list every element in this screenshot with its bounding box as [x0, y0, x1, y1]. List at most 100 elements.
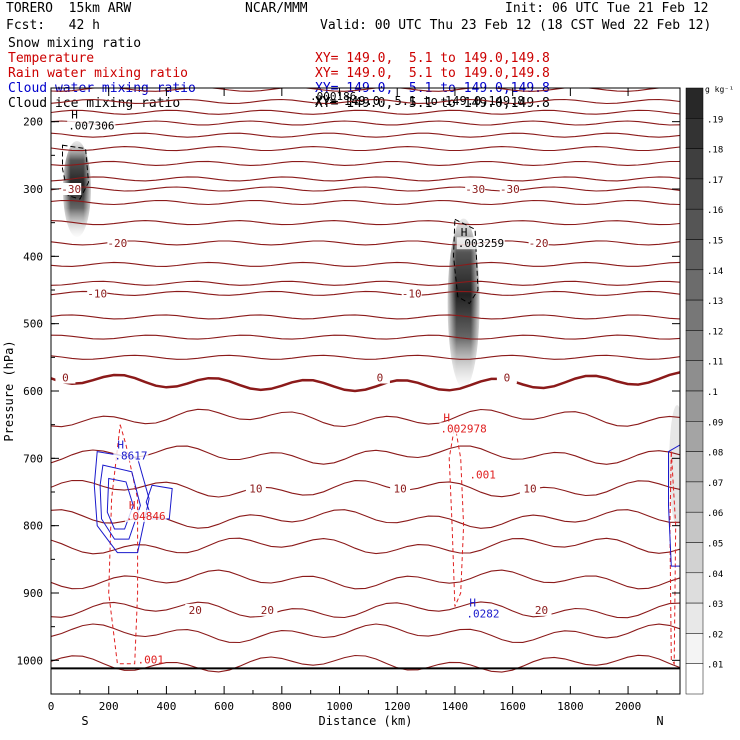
maximum-mark: H: [129, 499, 136, 512]
y-tick-label: 300: [23, 183, 43, 196]
isotherm: [51, 314, 680, 320]
isotherm: [51, 290, 680, 296]
colorbar-label: .07: [707, 479, 723, 489]
colorbar-cell: [685, 148, 704, 180]
legend-item: Snow mixing ratio: [8, 36, 142, 51]
header-org: NCAR/MMM: [245, 1, 308, 16]
legend-item: Temperature: [8, 51, 95, 66]
isotherm-label-bg: [61, 183, 82, 195]
x-tick-label: 1200: [384, 700, 411, 713]
colorbar-label: .12: [707, 327, 723, 337]
maximum-value: .8617: [114, 449, 147, 462]
colorbar-cell: [685, 269, 704, 301]
maximum-value: .003259: [458, 237, 504, 250]
colorbar-label: .1: [707, 388, 718, 398]
isotherm-label: 0: [377, 372, 384, 385]
maximum-mark: H: [443, 411, 450, 424]
isotherm-label: -10: [87, 287, 107, 300]
legend-xy: XY= 149.0, 5.1 to 149.0,149.8: [315, 51, 550, 66]
maximum-value: .007306: [68, 119, 114, 132]
maximum-value-bg: [67, 119, 116, 132]
colorbar-cell: [685, 178, 704, 210]
colorbar-cell: [685, 330, 704, 361]
colorbar-cell: [685, 390, 704, 422]
colorbar-cell: [685, 299, 704, 331]
isotherm-label: -30: [500, 183, 520, 196]
isotherm-label: 0: [504, 372, 511, 385]
colorbar-cell: [685, 208, 704, 240]
maximum-mark: H: [71, 108, 78, 121]
x-tick-label: 0: [48, 700, 55, 713]
colorbar-label: .08: [707, 449, 723, 459]
colorbar-cell: [685, 481, 704, 513]
isotherm: [51, 371, 680, 393]
maximum-value: .0282: [466, 608, 499, 621]
y-tick-label: 700: [23, 452, 43, 465]
snow-xy: XY= 149.0, 5.1 to 149.0,149.8: [315, 94, 525, 108]
colorbar-label: .04: [707, 570, 723, 580]
isotherm-label-bg: [465, 183, 486, 195]
maximum-mark: H: [469, 597, 476, 610]
ice-shading: [669, 405, 680, 526]
contour-value-label: .001: [138, 654, 165, 667]
isotherm-label: -20: [107, 237, 127, 250]
cloud-ice-contour: [62, 144, 90, 200]
colorbar-label: .13: [707, 297, 723, 307]
colorbar-label: .09: [707, 418, 723, 428]
colorbar-label: .16: [707, 206, 723, 216]
cloud-ice-contour: [452, 218, 479, 305]
isotherm-label: 10: [249, 483, 262, 496]
isotherm-label-bg: [390, 482, 411, 495]
isotherm: [51, 199, 680, 206]
isotherm-label-bg: [499, 183, 520, 195]
colorbar-cell: [685, 602, 704, 634]
isotherm: [51, 408, 680, 428]
x-tick-label: 400: [156, 700, 176, 713]
isotherm: [51, 354, 680, 360]
isotherm: [51, 569, 680, 590]
colorbar-cell: [685, 118, 704, 149]
rain-contour: [448, 424, 465, 607]
x-tick-label: 1000: [326, 700, 353, 713]
isotherm-label: 0: [62, 372, 69, 385]
isotherm: [51, 334, 680, 340]
isotherm: [51, 88, 680, 92]
isotherm-label: -30: [61, 183, 81, 196]
x-end-label-right: N: [656, 714, 663, 728]
colorbar-label: .05: [707, 540, 723, 550]
maximum-value: .04846: [126, 510, 166, 523]
colorbar-label: .17: [707, 176, 723, 186]
isotherm: [51, 280, 680, 286]
isotherm: [51, 98, 680, 105]
isotherm: [51, 160, 680, 166]
isotherm-label: 20: [189, 604, 202, 617]
x-tick-label: 1600: [499, 700, 526, 713]
isotherm: [51, 240, 680, 246]
isotherm-label-bg: [531, 603, 552, 616]
x-tick-label: 800: [272, 700, 292, 713]
plot-frame: [50, 87, 681, 695]
isotherm-label: 20: [261, 604, 274, 617]
maximum-value-bg: [439, 422, 488, 435]
isotherm-label-bg: [257, 603, 278, 616]
colorbar-label: .06: [707, 509, 723, 519]
rain-contour: [108, 424, 139, 665]
x-tick-label: 600: [214, 700, 234, 713]
cloud-water-contour: [668, 444, 680, 567]
isotherm-label-bg: [185, 603, 206, 616]
maximum-value-bg: [465, 607, 501, 620]
cloud-water-contour: [99, 464, 141, 540]
header-init: Init: 06 UTC Tue 21 Feb 12: [505, 1, 709, 16]
contour-value-label: .001: [469, 469, 496, 482]
colorbar-label: .15: [707, 237, 723, 247]
isotherm-label-bg: [369, 371, 390, 384]
isotherm: [51, 220, 680, 226]
isotherm: [51, 261, 680, 267]
colorbar-cell: [685, 239, 704, 271]
isotherm: [51, 146, 680, 152]
isotherm: [51, 445, 680, 465]
y-tick-label: 800: [23, 520, 43, 533]
isotherm-label: -10: [402, 287, 422, 300]
y-tick-label: 400: [23, 250, 43, 263]
